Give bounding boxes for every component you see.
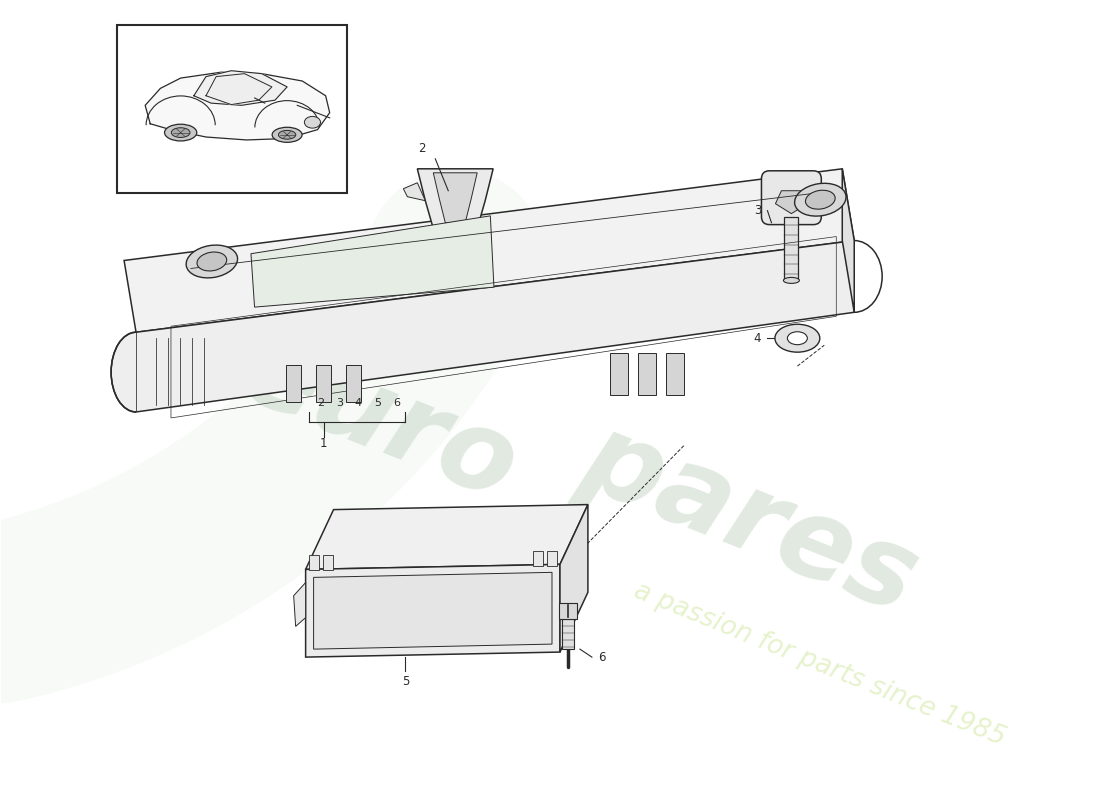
Bar <box>316 365 331 402</box>
Text: 3: 3 <box>754 204 761 217</box>
Bar <box>666 353 684 395</box>
Text: 1: 1 <box>320 438 328 450</box>
Bar <box>286 365 300 402</box>
Bar <box>346 365 361 402</box>
Text: 6: 6 <box>393 398 400 408</box>
Ellipse shape <box>794 183 846 216</box>
Polygon shape <box>124 169 855 332</box>
Bar <box>547 550 557 566</box>
Ellipse shape <box>278 130 296 139</box>
Polygon shape <box>417 169 493 229</box>
Text: 3: 3 <box>336 398 343 408</box>
Polygon shape <box>404 182 426 201</box>
Polygon shape <box>314 572 552 649</box>
Ellipse shape <box>788 332 807 345</box>
Bar <box>609 353 628 395</box>
Ellipse shape <box>186 245 238 278</box>
Text: a passion for parts since 1985: a passion for parts since 1985 <box>630 578 1009 750</box>
Bar <box>534 551 543 566</box>
Text: euro: euro <box>228 317 532 523</box>
Ellipse shape <box>197 252 227 271</box>
Text: 4: 4 <box>754 332 761 345</box>
Ellipse shape <box>805 190 835 209</box>
Polygon shape <box>306 505 587 570</box>
Polygon shape <box>136 241 855 412</box>
Ellipse shape <box>305 117 320 128</box>
Polygon shape <box>843 169 855 312</box>
Text: pares: pares <box>566 404 932 635</box>
Polygon shape <box>145 72 330 140</box>
Bar <box>559 603 576 619</box>
Ellipse shape <box>774 324 820 352</box>
Polygon shape <box>306 564 560 657</box>
Text: 4: 4 <box>355 398 362 408</box>
Polygon shape <box>194 70 287 106</box>
Bar <box>117 26 346 193</box>
Ellipse shape <box>783 278 800 283</box>
FancyBboxPatch shape <box>761 170 822 225</box>
Polygon shape <box>776 190 807 214</box>
Polygon shape <box>433 173 477 222</box>
Bar <box>784 217 799 281</box>
Polygon shape <box>294 582 306 626</box>
Polygon shape <box>111 332 136 412</box>
Text: 2: 2 <box>317 398 324 408</box>
Polygon shape <box>251 216 494 307</box>
Bar <box>562 619 574 649</box>
Text: 5: 5 <box>374 398 381 408</box>
Text: 5: 5 <box>402 674 409 687</box>
Polygon shape <box>206 74 272 105</box>
Polygon shape <box>560 505 587 652</box>
Text: 6: 6 <box>598 650 605 664</box>
Ellipse shape <box>165 124 197 141</box>
Ellipse shape <box>272 127 302 142</box>
Bar <box>322 555 332 570</box>
Ellipse shape <box>172 128 190 138</box>
Bar <box>309 555 319 570</box>
Bar <box>638 353 656 395</box>
Text: 2: 2 <box>419 142 426 155</box>
